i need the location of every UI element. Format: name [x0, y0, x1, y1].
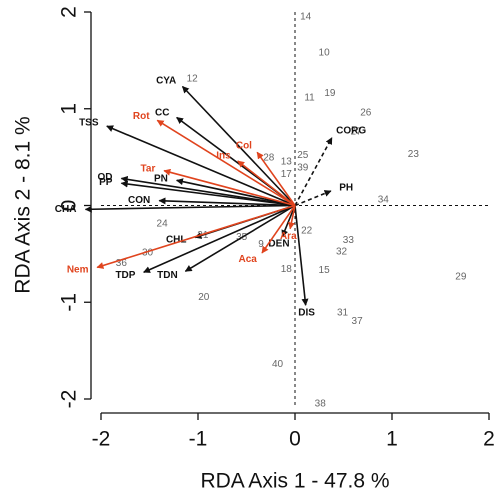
arrow-label: DIS	[298, 308, 315, 319]
site-label: 19	[324, 88, 336, 99]
y-axis-label: RDA Axis 2 - 8.1 %	[12, 116, 35, 293]
site-label: 33	[343, 235, 355, 246]
site-label: 11	[304, 93, 315, 104]
arrow-label: OD	[97, 172, 112, 183]
site-label: 39	[297, 162, 309, 173]
site-label: 13	[281, 157, 293, 168]
site-label: 26	[360, 107, 372, 118]
site-label: 14	[300, 11, 312, 22]
arrow	[84, 204, 296, 213]
arrow	[184, 204, 296, 272]
arrow	[106, 125, 296, 207]
site-label: 10	[319, 47, 331, 58]
arrow-label: Rot	[133, 111, 150, 122]
arrow-label: Col	[236, 140, 252, 151]
arrow-label: CHA	[55, 204, 77, 215]
site-label: 9	[258, 239, 264, 250]
site-label: 23	[408, 149, 420, 160]
y-tick-label: 2	[58, 6, 81, 18]
y-tick-label: 0	[58, 200, 81, 212]
site-label: 32	[336, 247, 348, 258]
site-label: 37	[352, 316, 364, 327]
site-label: 17	[281, 169, 293, 180]
arrow-label: CON	[128, 195, 150, 206]
site-label: 22	[301, 225, 313, 236]
arrow	[156, 119, 296, 207]
arrow	[175, 178, 296, 207]
site-label: 36	[116, 258, 128, 269]
x-axis-label: RDA Axis 1 - 47.8 %	[200, 470, 389, 493]
arrow	[294, 190, 332, 207]
arrow-label: TDN	[157, 270, 178, 281]
site-label: 31	[337, 308, 349, 319]
x-tick-label: 1	[386, 428, 398, 451]
arrow	[181, 85, 296, 207]
arrow-label: CORG	[336, 125, 366, 136]
site-label: 20	[198, 292, 210, 303]
site-label: 40	[272, 359, 284, 370]
site-label: 25	[297, 150, 309, 161]
arrow-label: CYA	[156, 75, 176, 86]
y-tick-label: 1	[58, 103, 81, 115]
x-tick-label: -1	[189, 428, 208, 451]
x-tick-label: 0	[289, 428, 301, 451]
site-label: 30	[142, 248, 154, 259]
x-tick-label: -2	[92, 428, 111, 451]
y-tick-label: -1	[58, 293, 81, 312]
arrow	[237, 160, 296, 207]
site-label: 29	[455, 272, 467, 283]
site-label: 38	[315, 398, 327, 409]
site-label: 18	[281, 264, 293, 275]
arrow-label: Aca	[239, 254, 258, 265]
arrow-label: Ins	[216, 151, 231, 162]
arrow	[158, 197, 296, 207]
arrow-label: DEN	[268, 239, 289, 250]
arrow	[288, 205, 296, 230]
arrow	[256, 151, 296, 206]
arrow-label: PN	[154, 173, 168, 184]
arrow-label: CC	[155, 107, 169, 118]
arrow	[120, 180, 296, 207]
x-tick-label: 2	[483, 428, 495, 451]
arrow-label: TSS	[79, 118, 99, 129]
arrow-label: PH	[339, 183, 353, 194]
arrow	[294, 137, 333, 206]
arrow	[143, 204, 296, 273]
y-tick-label: -2	[58, 390, 81, 409]
arrow	[294, 205, 309, 306]
site-label: 15	[319, 265, 331, 276]
arrow	[163, 168, 296, 207]
arrow-label: Tar	[141, 163, 156, 174]
arrow-label: Nem	[67, 264, 89, 275]
site-label: 12	[187, 73, 199, 84]
site-label: 28	[263, 153, 275, 164]
site-label: 24	[157, 219, 169, 230]
arrow-label: PP	[99, 177, 113, 188]
site-label: 27	[351, 127, 363, 138]
arrow	[261, 205, 296, 254]
arrow	[281, 205, 296, 238]
site-label: 34	[378, 194, 390, 205]
arrow	[96, 204, 296, 269]
arrow-label: CHL	[166, 235, 187, 246]
arrow-label: Ara	[280, 231, 297, 242]
arrow-label: TDP	[115, 270, 135, 281]
